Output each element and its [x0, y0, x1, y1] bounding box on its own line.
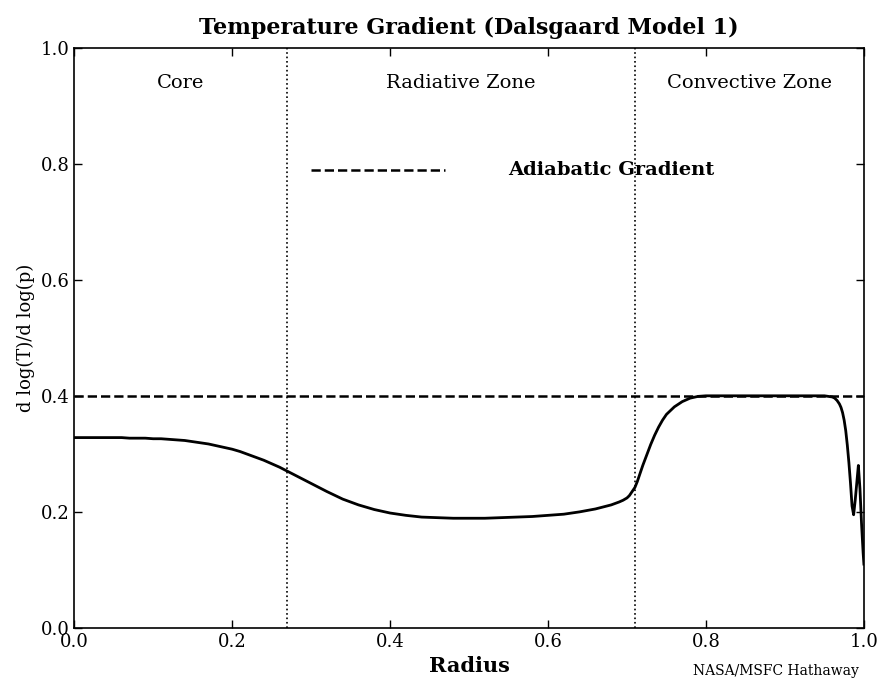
- X-axis label: Radius: Radius: [428, 656, 509, 676]
- Text: Radiative Zone: Radiative Zone: [386, 73, 536, 91]
- Text: Convective Zone: Convective Zone: [666, 73, 831, 91]
- Y-axis label: d log(T)/d log(p): d log(T)/d log(p): [17, 263, 35, 412]
- Title: Temperature Gradient (Dalsgaard Model 1): Temperature Gradient (Dalsgaard Model 1): [199, 17, 738, 39]
- Text: Core: Core: [157, 73, 204, 91]
- Text: Adiabatic Gradient: Adiabatic Gradient: [508, 161, 714, 179]
- Text: NASA/MSFC Hathaway: NASA/MSFC Hathaway: [693, 664, 858, 678]
